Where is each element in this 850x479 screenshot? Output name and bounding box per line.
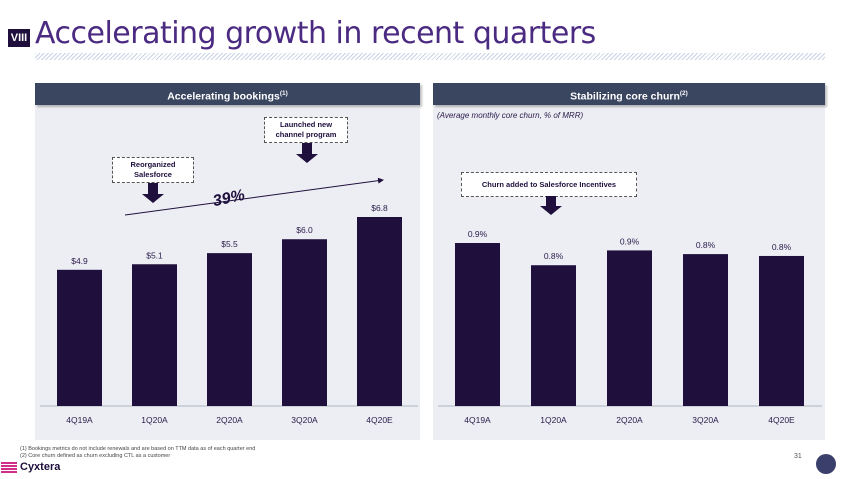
right-panel-header: Stabilizing core churn(2) bbox=[433, 83, 825, 105]
bar-value-label: $5.1 bbox=[146, 250, 163, 260]
brand-name: Cyxtera bbox=[20, 461, 61, 473]
arrow-down-icon bbox=[302, 143, 312, 154]
bar bbox=[282, 239, 327, 406]
partner-logo-icon bbox=[816, 454, 836, 474]
x-tick-label: 4Q19A bbox=[464, 415, 491, 425]
footnote: (2) Core churn defined as churn excludin… bbox=[20, 453, 171, 459]
callout-launched-channel-program: Launched new channel program bbox=[264, 117, 348, 143]
x-tick-label: 2Q20A bbox=[216, 415, 243, 425]
bar bbox=[132, 264, 177, 406]
left-header-note: (1) bbox=[279, 90, 288, 97]
x-tick-label: 1Q20A bbox=[141, 415, 168, 425]
left-header-label: Accelerating bookings bbox=[167, 90, 280, 103]
title-rule bbox=[35, 53, 825, 60]
right-header-note: (2) bbox=[679, 90, 688, 97]
page-title: Accelerating growth in recent quarters bbox=[35, 16, 596, 51]
bar-value-label: $5.5 bbox=[221, 239, 238, 249]
growth-trend-line bbox=[124, 177, 384, 216]
bar-value-label: 0.9% bbox=[620, 236, 640, 246]
arrow-down-icon bbox=[142, 194, 164, 203]
bar bbox=[759, 255, 804, 406]
bar-value-label: 0.8% bbox=[772, 242, 792, 252]
arrow-down-icon bbox=[540, 206, 562, 215]
x-tick-label: 4Q20E bbox=[366, 415, 393, 425]
bar-value-label: $6.0 bbox=[296, 225, 313, 235]
bar bbox=[57, 269, 102, 406]
x-tick-label: 4Q19A bbox=[66, 415, 93, 425]
x-tick-label: 3Q20A bbox=[291, 415, 318, 425]
arrow-down-icon bbox=[546, 196, 556, 206]
x-tick-label: 1Q20A bbox=[540, 415, 567, 425]
bar-value-label: $4.9 bbox=[71, 256, 88, 266]
bar bbox=[683, 254, 728, 406]
page-number: 31 bbox=[794, 453, 802, 460]
bar bbox=[357, 217, 402, 406]
brand-logo-icon bbox=[1, 462, 17, 473]
bar-value-label: 0.8% bbox=[696, 240, 716, 250]
callout-reorganized-salesforce: Reorganized Salesforce bbox=[112, 157, 194, 183]
x-tick-label: 4Q20E bbox=[768, 415, 795, 425]
arrow-down-icon bbox=[296, 154, 318, 163]
bar bbox=[607, 250, 652, 406]
bar-value-label: 0.8% bbox=[544, 251, 564, 261]
bar-value-label: 0.9% bbox=[468, 229, 488, 239]
bar bbox=[207, 253, 252, 406]
bar-value-label: $6.8 bbox=[371, 203, 388, 213]
churn-subnote: (Average monthly core churn, % of MRR) bbox=[437, 111, 584, 120]
x-tick-label: 3Q20A bbox=[692, 415, 719, 425]
arrow-down-icon bbox=[148, 183, 158, 194]
bar bbox=[531, 265, 576, 406]
footnote: (1) Bookings metrics do not include rene… bbox=[20, 446, 256, 452]
bar bbox=[455, 243, 500, 406]
callout-churn-incentives: Churn added to Salesforce Incentives bbox=[461, 172, 637, 197]
x-tick-label: 2Q20A bbox=[616, 415, 643, 425]
left-panel-header: Accelerating bookings(1) bbox=[35, 83, 420, 105]
section-tag: VIII bbox=[8, 29, 30, 47]
right-header-label: Stabilizing core churn bbox=[570, 90, 680, 103]
